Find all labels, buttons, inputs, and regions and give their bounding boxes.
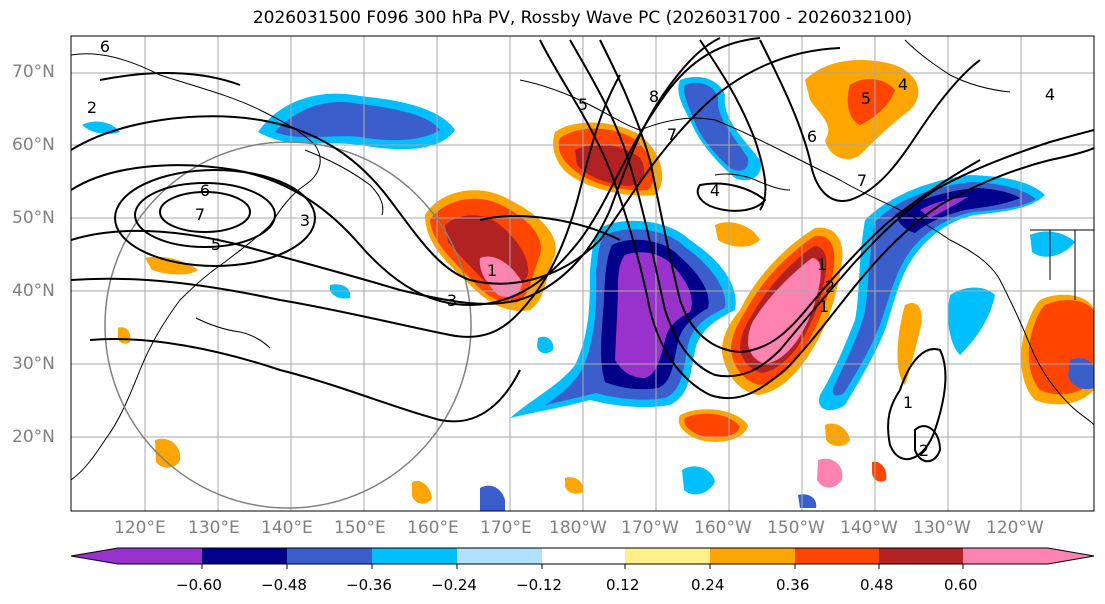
coastlines bbox=[71, 39, 1094, 481]
contour-label: 6 bbox=[100, 37, 110, 56]
colorbar-segment bbox=[457, 548, 542, 564]
longitude-label: 170°E bbox=[480, 518, 532, 538]
contour-label: 3 bbox=[300, 211, 310, 230]
colorbar-tick-label: −0.24 bbox=[431, 576, 477, 594]
longitude-label: 140°W bbox=[840, 518, 898, 538]
contour-label: 5 bbox=[578, 95, 588, 114]
colorbar-segment bbox=[372, 548, 457, 564]
contour-label: 1 bbox=[903, 393, 913, 412]
latitude-label: 50°N bbox=[12, 208, 55, 228]
colorbar bbox=[70, 547, 1095, 569]
contour-label: 6 bbox=[807, 127, 817, 146]
colorbar-segment bbox=[879, 548, 963, 564]
contour-label: 3 bbox=[447, 291, 457, 310]
contour-label: 1 bbox=[487, 261, 497, 280]
colorbar-tick-label: 0.36 bbox=[776, 576, 810, 594]
latitude-label: 20°N bbox=[12, 427, 55, 447]
longitude-label: 130°W bbox=[913, 518, 971, 538]
colorbar-tick-label: 0.48 bbox=[860, 576, 894, 594]
longitude-label: 170°W bbox=[621, 518, 679, 538]
colorbar-tick-label: −0.60 bbox=[176, 576, 222, 594]
colorbar-segment bbox=[625, 548, 710, 564]
contour-label: 5 bbox=[211, 235, 221, 254]
longitude-label: 120°E bbox=[114, 518, 166, 538]
longitude-label: 130°E bbox=[188, 518, 240, 538]
colorbar-tick-label: −0.12 bbox=[516, 576, 562, 594]
latitude-label: 30°N bbox=[12, 354, 55, 374]
contour-label: 4 bbox=[898, 75, 908, 94]
longitude-label: 150°E bbox=[334, 518, 386, 538]
colorbar-tick-label: 0.24 bbox=[691, 576, 725, 594]
colorbar-segment bbox=[710, 548, 795, 564]
longitude-label: 150°W bbox=[767, 518, 825, 538]
longitude-label: 160°W bbox=[694, 518, 752, 538]
colorbar-segment bbox=[542, 548, 625, 564]
latitude-label: 70°N bbox=[12, 62, 55, 82]
colorbar-segment bbox=[202, 548, 287, 564]
reference-circle bbox=[104, 141, 472, 509]
colorbar-tick-label: −0.48 bbox=[261, 576, 307, 594]
contour-labels: 6 7 5 3 1 4 8 7 6 5 4 3 2 1 7 6 5 1 2 1 … bbox=[87, 37, 1055, 460]
colorbar-tick-label: 0.60 bbox=[944, 576, 978, 594]
longitude-label: 180°W bbox=[549, 518, 607, 538]
latitude-label: 60°N bbox=[12, 135, 55, 155]
contour-label: 2 bbox=[825, 277, 835, 296]
contour-label: 2 bbox=[87, 98, 97, 117]
latitude-label: 40°N bbox=[12, 281, 55, 301]
contour-label: 4 bbox=[1045, 85, 1055, 104]
contour-label: 7 bbox=[857, 171, 867, 190]
colorbar-outline bbox=[70, 547, 1095, 565]
longitude-label: 140°E bbox=[261, 518, 313, 538]
colorbar-segment bbox=[287, 548, 372, 564]
pv-contours bbox=[71, 37, 1094, 463]
contour-label: 4 bbox=[710, 181, 720, 200]
contour-label: 7 bbox=[195, 205, 205, 224]
contour-label: 6 bbox=[200, 181, 210, 200]
map-title: 2026031500 F096 300 hPa PV, Rossby Wave … bbox=[252, 8, 913, 28]
colorbar-segment bbox=[963, 548, 1094, 564]
contour-label: 7 bbox=[667, 125, 677, 144]
map-border bbox=[70, 35, 1095, 512]
colorbar-segment bbox=[795, 548, 879, 564]
longitude-label: 160°E bbox=[407, 518, 459, 538]
contour-label: 2 bbox=[919, 441, 929, 460]
colorbar-tick-label: −0.36 bbox=[346, 576, 392, 594]
colorbar-segment bbox=[71, 548, 202, 564]
contour-label: 1 bbox=[817, 255, 827, 274]
colorbar-tick-label: 0.12 bbox=[606, 576, 640, 594]
contour-label: 8 bbox=[649, 87, 659, 106]
contour-label: 5 bbox=[861, 89, 871, 108]
contour-label: 1 bbox=[819, 297, 829, 316]
longitude-label: 120°W bbox=[986, 518, 1044, 538]
